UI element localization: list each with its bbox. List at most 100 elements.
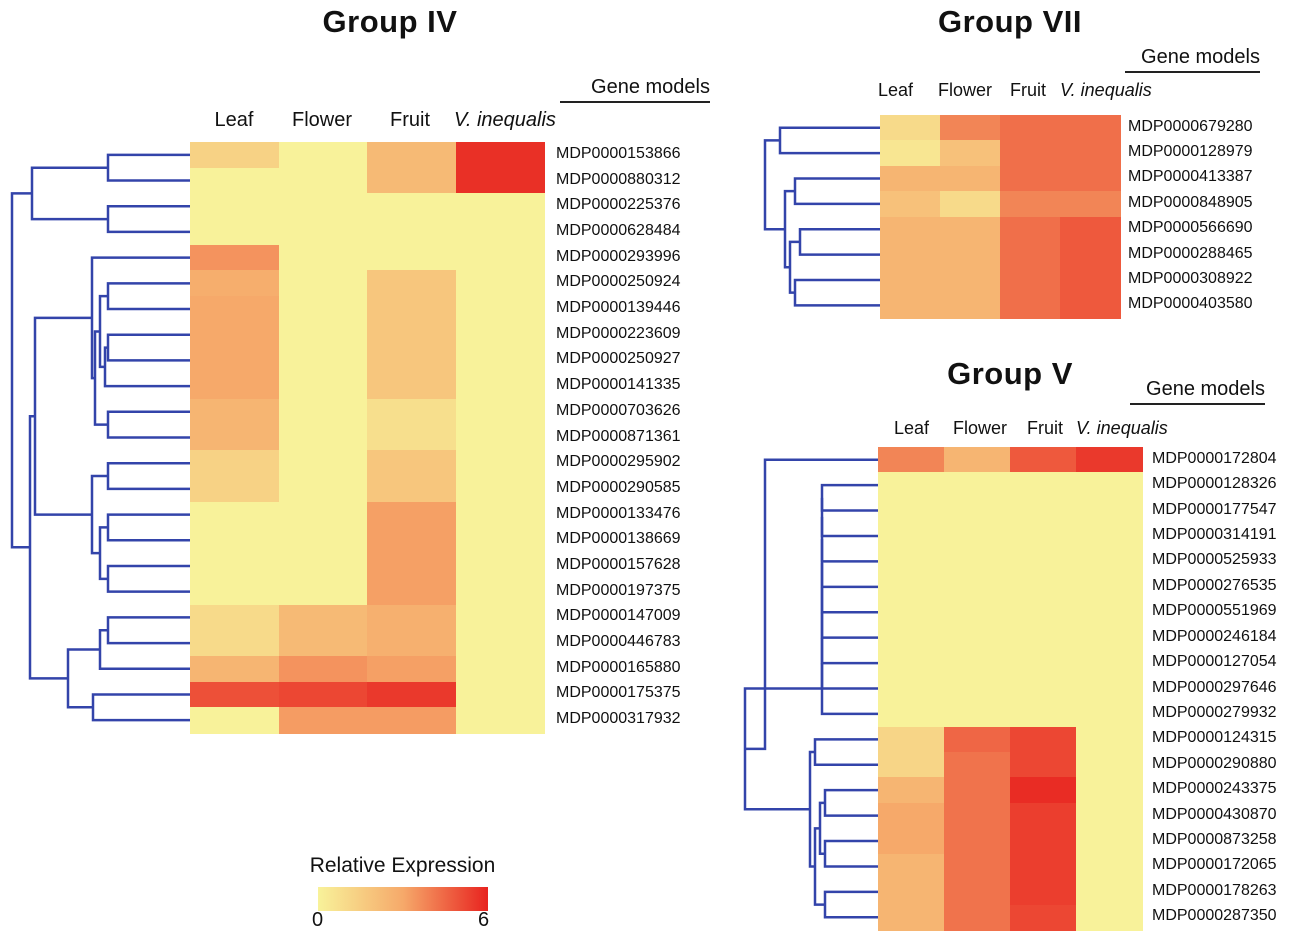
heatmap-cell: [278, 244, 368, 272]
heatmap-cell: [1010, 472, 1077, 499]
group-vii-col-flower: Flower: [937, 80, 992, 100]
gene-model-label: MDP0000290585: [556, 478, 681, 496]
heatmap-cell: [1010, 802, 1077, 829]
heatmap-cell: [278, 193, 368, 220]
heatmap-cell: [1010, 701, 1077, 728]
heatmap-cell: [367, 681, 457, 708]
heatmap-cell: [944, 701, 1011, 728]
heatmap-cell: [944, 777, 1011, 804]
group-iv-col-leaf: Leaf: [214, 109, 254, 131]
heatmap-cell: [878, 447, 945, 474]
legend-max-label: 6: [478, 909, 490, 931]
dendrogram-branch: [10, 192, 32, 549]
gene-model-label: MDP0000172065: [1152, 856, 1277, 874]
group-iv-col-flower: Flower: [291, 109, 352, 131]
heatmap-cell: [878, 624, 945, 651]
group-iv-title: Group IV: [322, 4, 458, 39]
gene-model-label: MDP0000525933: [1152, 551, 1277, 569]
heatmap-cell: [878, 574, 945, 601]
group-iv-dendrogram: [10, 153, 190, 722]
heatmap-cell: [944, 548, 1011, 575]
heatmap-cell: [190, 296, 280, 323]
dendrogram-branch: [106, 616, 190, 645]
gene-model-label: MDP0000225376: [556, 196, 681, 214]
heatmap-cell: [1076, 599, 1143, 626]
heatmap-cell: [278, 450, 368, 477]
heatmap-cell: [1000, 191, 1061, 218]
gene-model-label: MDP0000165880: [556, 658, 681, 676]
group-vii-col-fruit: Fruit: [1010, 80, 1046, 100]
legend-title: Relative Expression: [309, 854, 496, 877]
dendrogram-branch: [66, 648, 100, 709]
heatmap-cell: [190, 476, 280, 503]
heatmap-cell: [940, 165, 1001, 192]
gene-model-label: MDP0000128326: [1152, 475, 1277, 493]
heatmap-cell: [278, 321, 368, 349]
dendrogram-branch: [91, 693, 190, 722]
heatmap-cell: [940, 241, 1001, 268]
heatmap-cell: [1010, 523, 1077, 550]
heatmap-cell: [190, 193, 280, 220]
group-vii-dendrogram: [763, 126, 880, 307]
heatmap-cell: [1000, 115, 1061, 141]
heatmap-cell: [455, 398, 545, 426]
heatmap-cell: [367, 501, 457, 529]
heatmap-cell: [1010, 904, 1077, 931]
heatmap-cell: [878, 777, 945, 804]
heatmap-cell: [278, 347, 368, 374]
gene-model-label: MDP0000873258: [1152, 831, 1277, 849]
dendrogram-branch: [823, 890, 878, 919]
heatmap-cell: [190, 655, 280, 683]
heatmap-cell: [1076, 828, 1143, 855]
heatmap-cell: [455, 707, 545, 734]
heatmap-cell: [1010, 624, 1077, 651]
dendrogram-branch: [798, 227, 880, 256]
heatmap-cell: [278, 604, 368, 631]
heatmap-cell: [367, 630, 457, 657]
heatmap-cell: [190, 270, 280, 297]
heatmap-cell: [455, 142, 545, 169]
gene-model-label: MDP0000287350: [1152, 907, 1277, 925]
heatmap-cell: [455, 296, 545, 323]
heatmap-cell: [190, 527, 280, 554]
heatmap-cell: [278, 681, 368, 708]
dendrogram-branch: [793, 177, 880, 206]
group-iv-heatmap: [190, 142, 545, 734]
heatmap-cell: [1076, 879, 1143, 906]
heatmap-cell: [455, 270, 545, 297]
dendrogram-branch: [820, 483, 878, 512]
heatmap-cell: [878, 599, 945, 626]
heatmap-cell: [1060, 241, 1121, 268]
heatmap-cell: [455, 321, 545, 349]
heatmap-cell: [944, 574, 1011, 601]
heatmap-cell: [1060, 216, 1121, 243]
gene-model-label: MDP0000177547: [1152, 500, 1277, 518]
heatmap-cell: [190, 398, 280, 426]
heatmap-cell: [1000, 140, 1061, 167]
gene-model-label: MDP0000178263: [1152, 881, 1277, 899]
heatmap-cell: [1010, 879, 1077, 906]
heatmap-cell: [878, 701, 945, 728]
heatmap-cell: [1076, 650, 1143, 677]
heatmap-cell: [455, 424, 545, 451]
heatmap-cell: [878, 497, 945, 524]
dendrogram-branch: [106, 513, 190, 542]
heatmap-cell: [278, 655, 368, 683]
heatmap-cell: [944, 726, 1011, 753]
dendrogram-branch: [820, 663, 878, 716]
heatmap-cell: [1076, 701, 1143, 728]
dendrogram-branch: [106, 282, 190, 311]
gene-model-label: MDP0000157628: [556, 555, 681, 573]
heatmap-cell: [367, 193, 457, 220]
heatmap-cell: [278, 527, 368, 554]
heatmap-cell: [880, 241, 941, 268]
heatmap-cell: [944, 624, 1011, 651]
heatmap-cell: [880, 292, 941, 319]
heatmap-cell: [1010, 853, 1077, 880]
heatmap-cell: [367, 167, 457, 194]
heatmap-cell: [367, 244, 457, 272]
heatmap-cell: [455, 373, 545, 400]
dendrogram-branch: [823, 839, 878, 868]
heatmap-cell: [880, 216, 941, 243]
heatmap-cell: [878, 726, 945, 753]
